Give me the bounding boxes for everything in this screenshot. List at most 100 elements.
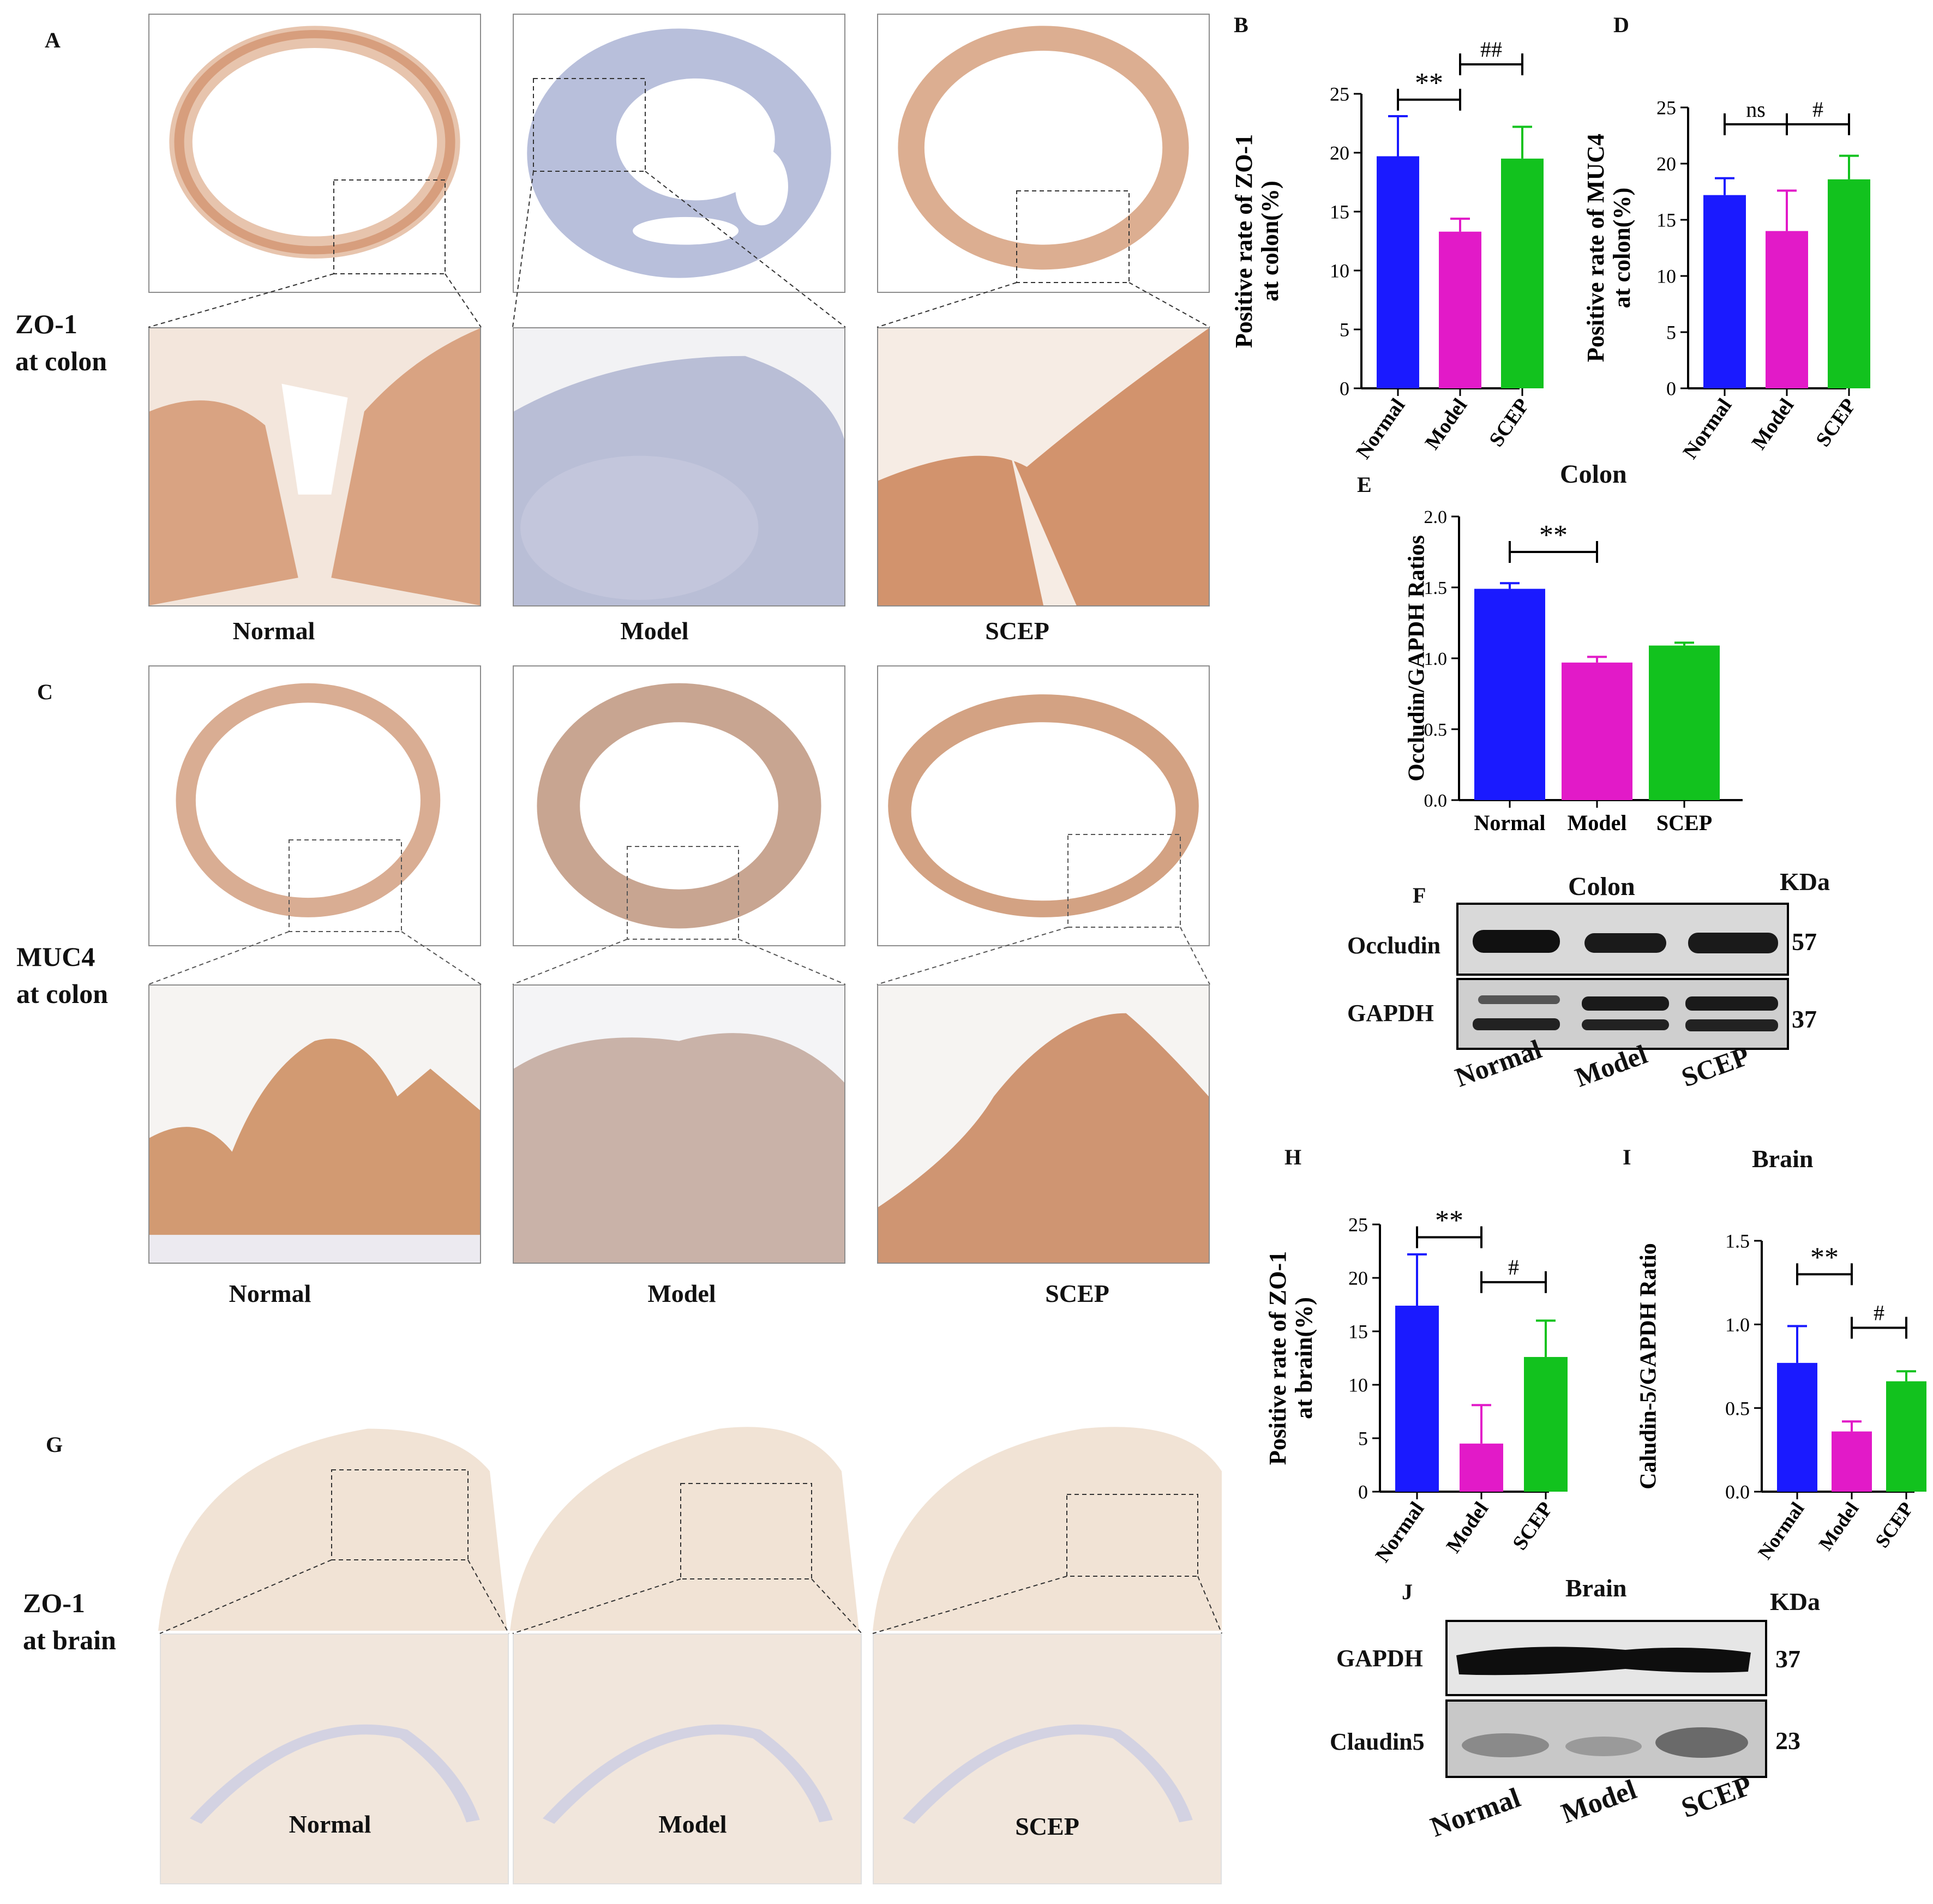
chart-i-xlabel-normal: Normal [1754,1498,1808,1564]
chart-b-xlabel-scep: SCEP [1485,394,1534,451]
micrograph-muc4-colon-normal-overview [148,665,481,946]
blot-f-band-gapdh-normal-bottom [1473,1018,1560,1030]
chart-d-ytick-label: 0 [1666,378,1676,400]
chart-b: 0 5 10 15 20 25 Positive rate of ZO-1 at colon(… [1230,37,1544,463]
chart-d-ytick-label: 20 [1656,153,1676,175]
chart-h-ytick-label: 10 [1348,1374,1368,1396]
chart-h-xlabel-normal: Normal [1371,1498,1429,1566]
panel-label-j: J [1402,1579,1413,1604]
blot-f-band-gapdh-scep-top [1685,996,1778,1011]
chart-d-sig-label: # [1812,97,1823,122]
group-label-g-scep: SCEP [1015,1812,1079,1840]
micrograph-zo1-brain-model-overview [510,1427,859,1631]
chart-h-bar-scep [1524,1357,1568,1492]
zoom-lines-panel-c [148,834,1210,985]
blot-j-lane-normal: Normal [1426,1782,1524,1843]
panel-label-a: A [45,28,61,52]
chart-h-sig-label: # [1508,1255,1519,1280]
panel-label-d: D [1613,13,1629,37]
chart-d-ytick-label: 10 [1656,266,1676,287]
blot-j-label-claudin5: Claudin5 [1330,1728,1425,1755]
chart-d-xlabel-normal: Normal [1679,394,1737,463]
blot-f-label-occludin: Occludin [1347,932,1441,959]
chart-d-xlabel-scep: SCEP [1811,394,1860,451]
chart-e-ytick-label: 2.0 [1424,507,1448,527]
chart-b-sig-label: ## [1480,37,1502,62]
chart-i-xlabel-scep: SCEP [1871,1498,1918,1552]
chart-h-xlabel-scep: SCEP [1508,1498,1557,1554]
chart-i-ytick-label: 0.5 [1725,1397,1750,1419]
chart-b-xlabel-normal: Normal [1352,394,1410,463]
chart-b-ytick-label: 5 [1340,319,1349,341]
chart-e-bar-normal [1474,588,1545,800]
chart-e-xlabel-scep: SCEP [1656,810,1712,835]
blot-f-band-occludin-scep [1688,933,1778,953]
blot-j-kda-37: 37 [1775,1645,1800,1673]
chart-d-bar-model [1766,231,1808,388]
chart-b-bar-scep [1501,158,1544,388]
chart-h-ytick-label: 5 [1358,1428,1368,1450]
chart-h-ytick-label: 15 [1348,1321,1368,1343]
blot-j-label-gapdh: GAPDH [1336,1645,1423,1672]
micrograph-muc4-colon-scep-zoom [877,984,1210,1264]
blot-f-image [1456,903,1789,1050]
chart-e-ytick-label: 1.5 [1424,578,1448,598]
chart-h-bar-model [1460,1443,1503,1492]
chart-i-bar-model [1832,1431,1872,1492]
blot-j-band-gapdh [1456,1647,1751,1675]
group-label-g-model: Model [658,1810,727,1838]
blot-f-unit: KDa [1780,868,1830,896]
chart-h-ylabel: Positive rate of ZO-1 [1264,1251,1291,1465]
panel-label-e: E [1357,472,1372,497]
chart-e-bar-scep [1649,645,1720,800]
blot-j-band-claudin5-scep [1655,1727,1748,1758]
chart-e-ylabel: Occludin/GAPDH Ratios [1404,535,1430,782]
chart-b-sig-label: ** [1415,68,1443,99]
chart-b-bar-model [1439,231,1481,388]
chart-h-bar-normal [1395,1305,1439,1492]
micrograph-muc4-colon-normal-zoom [148,984,481,1264]
micrograph-muc4-colon-scep-overview [877,665,1210,946]
chart-i-sig-label: # [1874,1300,1884,1325]
blot-f-label-gapdh: GAPDH [1347,1000,1434,1026]
chart-d-ylabel: Positive rate of MUC4 [1582,134,1609,362]
micrograph-muc4-colon-model-overview [513,665,845,946]
micrograph-zo1-colon-model-overview [513,14,845,293]
chart-b-ytick-label: 0 [1340,378,1349,400]
blot-f-band-occludin-normal [1473,930,1560,953]
chart-b-bar-normal [1377,156,1419,388]
chart-h-xlabel-model: Model [1442,1498,1493,1557]
chart-d-ytick-label: 25 [1656,97,1676,119]
chart-e-xlabel-normal: Normal [1474,810,1545,835]
row-label-zo1-colon-line2: at colon [15,346,107,376]
blot-f-kda-37: 37 [1792,1005,1817,1033]
panel-label-f: F [1413,883,1426,908]
group-label-c-normal: Normal [229,1280,311,1307]
micrograph-zo1-colon-scep-zoom [877,327,1210,606]
chart-i-ytick-label: 0.0 [1725,1481,1750,1503]
row-label-muc4-colon: MUC4 at colon [16,938,108,1012]
chart-b-ylabel: at colon(%) [1257,181,1283,301]
micrograph-zo1-brain-scep-zoom [873,1633,1222,1884]
row-label-zo1-brain-line1: ZO-1 [23,1588,85,1618]
chart-i: 0.0 0.5 1.0 1.5 Caludin-5/GAPDH Ratio Normal M… [1636,1230,1926,1564]
chart-d-ytick-label: 15 [1656,209,1676,231]
micrograph-zo1-colon-scep-overview [877,14,1210,293]
blot-j-kda-23: 23 [1775,1727,1800,1755]
blot-f-band-gapdh-model-top [1582,996,1669,1011]
chart-d-bar-normal [1703,195,1746,388]
chart-d-ylabel: at colon(%) [1608,188,1635,308]
blot-j-title: Brain [1565,1574,1627,1602]
blot-f-band-gapdh-model-bottom [1582,1019,1669,1030]
chart-e-ytick-label: 0.5 [1424,720,1448,740]
group-label-a-scep: SCEP [985,617,1049,645]
chart-d-sig-label: ns [1746,97,1766,122]
blot-j-lane-model: Model [1557,1774,1641,1830]
chart-h-sig-label: ** [1435,1205,1463,1236]
row-label-zo1-colon-line1: ZO-1 [15,309,77,339]
colon-title: Colon [1560,460,1627,489]
brain-title-i: Brain [1752,1145,1814,1173]
group-label-g-normal: Normal [289,1810,371,1838]
micrograph-zo1-brain-normal-overview [158,1428,507,1631]
group-label-c-scep: SCEP [1045,1280,1109,1307]
